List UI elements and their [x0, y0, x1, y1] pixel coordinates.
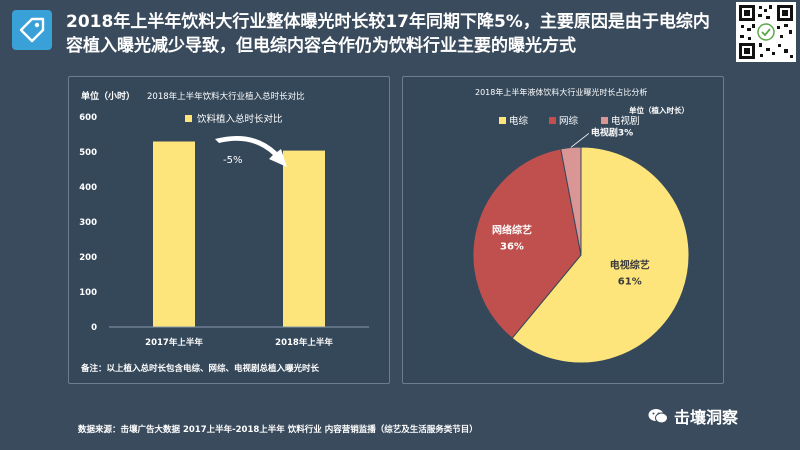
arrow-icon	[215, 135, 287, 167]
tag-icon	[12, 10, 52, 50]
pie-chart: 2018年上半年液体饮料大行业曝光时长占比分析 单位（植入时长） 电综 网综 电视剧…	[472, 87, 690, 364]
pie-slice-label: 电视剧3%	[591, 126, 633, 138]
legend-label: 网综	[559, 115, 579, 127]
y-tick-label: 200	[79, 253, 97, 263]
leader-line	[570, 133, 590, 148]
legend-swatch	[601, 117, 608, 124]
y-tick-label: 400	[79, 183, 97, 193]
y-axis-unit-label: 单位（小时）	[81, 90, 135, 102]
legend-swatch	[185, 115, 192, 122]
pie-slice-label: 电视综艺	[610, 259, 650, 272]
pie-slice	[472, 148, 582, 339]
pie-unit-label: 单位（植入时长）	[629, 105, 689, 115]
bar-chart-title: 2018年上半年饮料大行业植入总时长对比	[147, 91, 305, 102]
pie-value-label: 36%	[500, 241, 524, 252]
pie-slice-label: 网络综艺	[492, 223, 532, 236]
legend-label: 电综	[509, 115, 529, 127]
pie-slice	[511, 146, 690, 364]
page-title: 2018年上半年饮料大行业整体曝光时长较17年同期下降5%，主要原因是由于电综内…	[66, 12, 710, 56]
pie-chart-panel: 2018年上半年液体饮料大行业曝光时长占比分析 单位（植入时长） 电综 网综 电视剧…	[402, 76, 724, 384]
legend-swatch	[499, 117, 506, 124]
pie-value-label: 61%	[618, 277, 642, 288]
data-source-note: 数据来源：击壤广告大数据 2017上半年-2018上半年 饮料行业 内容营销监播…	[78, 425, 478, 435]
change-annotation: -5%	[223, 155, 242, 166]
legend-swatch	[549, 117, 556, 124]
y-tick-label: 0	[91, 323, 97, 333]
bar-chart-note: 备注：以上植入总时长包含电综、网综、电视剧总植入曝光时长	[80, 363, 320, 374]
bar-chart: 单位（小时） 2018年上半年饮料大行业植入总时长对比 0 100 200 300 40…	[79, 90, 369, 374]
bar-chart-panel: 单位（小时） 2018年上半年饮料大行业植入总时长对比 0 100 200 300 40…	[68, 76, 390, 384]
x-tick-label: 2018年上半年	[275, 337, 333, 348]
bar	[283, 150, 325, 327]
bar	[153, 141, 195, 327]
qr-code-icon	[736, 2, 796, 62]
y-tick-label: 600	[79, 113, 97, 123]
pie-chart-title: 2018年上半年液体饮料大行业曝光时长占比分析	[475, 87, 647, 97]
brand-name: 击壤洞察	[674, 408, 739, 427]
y-tick-label: 300	[79, 218, 97, 228]
legend-label: 饮料植入总时长对比	[197, 113, 283, 125]
y-tick-label: 100	[79, 288, 97, 298]
brand-badge: 击壤洞察	[648, 404, 738, 428]
legend-label: 电视剧	[611, 115, 640, 127]
y-tick-label: 500	[79, 148, 97, 158]
wechat-icon	[648, 409, 668, 424]
x-tick-label: 2017年上半年	[145, 337, 203, 348]
